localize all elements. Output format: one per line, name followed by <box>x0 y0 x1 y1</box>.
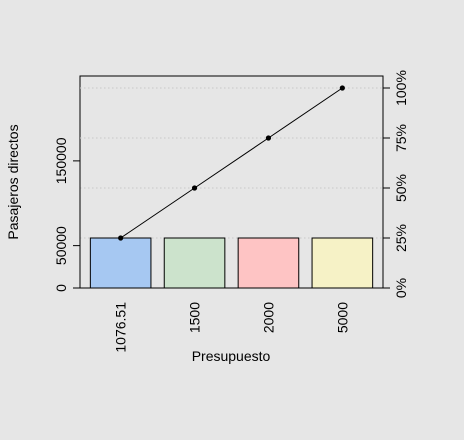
cumulative-point <box>191 185 198 191</box>
bar <box>311 237 374 289</box>
cumulative-point <box>339 85 345 91</box>
x-axis-title: Presupuesto <box>192 348 271 364</box>
cumulative-point <box>265 135 272 141</box>
x-tick-label: 5000 <box>334 302 350 333</box>
x-axis: 1076.51 1500 2000 5000 <box>113 302 351 353</box>
bar <box>237 237 300 289</box>
y2-tick-label: 25% <box>393 224 409 252</box>
y-tick-label: 50000 <box>53 226 69 265</box>
bar <box>89 237 152 289</box>
x-tick-label: 2000 <box>260 302 276 333</box>
y2-tick-label: 50% <box>393 174 409 202</box>
y-axis-title: Pasajeros directos <box>5 124 21 239</box>
y2-tick-label: 100% <box>393 70 409 106</box>
y-tick-label: 0 <box>53 284 69 292</box>
bar <box>163 237 226 289</box>
y2-tick-label: 75% <box>393 124 409 152</box>
y2-tick-label: 0% <box>393 278 409 298</box>
y-axis-left: 0 50000 150000 <box>53 137 81 292</box>
y-tick-label: 150000 <box>53 137 69 184</box>
bars <box>89 237 374 289</box>
cumulative-line <box>118 85 345 241</box>
x-tick-label: 1076.51 <box>113 302 129 353</box>
cumulative-point <box>118 235 124 241</box>
x-tick-label: 1500 <box>187 302 203 333</box>
y-axis-right: 0% 25% 50% 75% 100% <box>382 70 409 298</box>
cumulative-line-path <box>120 87 343 239</box>
